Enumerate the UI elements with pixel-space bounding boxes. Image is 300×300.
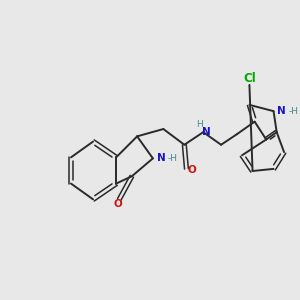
Text: N: N [277, 106, 286, 116]
Text: Cl: Cl [243, 72, 256, 85]
Text: O: O [113, 199, 122, 209]
Text: O: O [188, 165, 196, 176]
Text: N: N [157, 153, 166, 164]
Text: H: H [196, 120, 203, 129]
Text: -H: -H [289, 107, 299, 116]
Text: -H: -H [168, 154, 178, 163]
Text: N: N [202, 127, 211, 136]
